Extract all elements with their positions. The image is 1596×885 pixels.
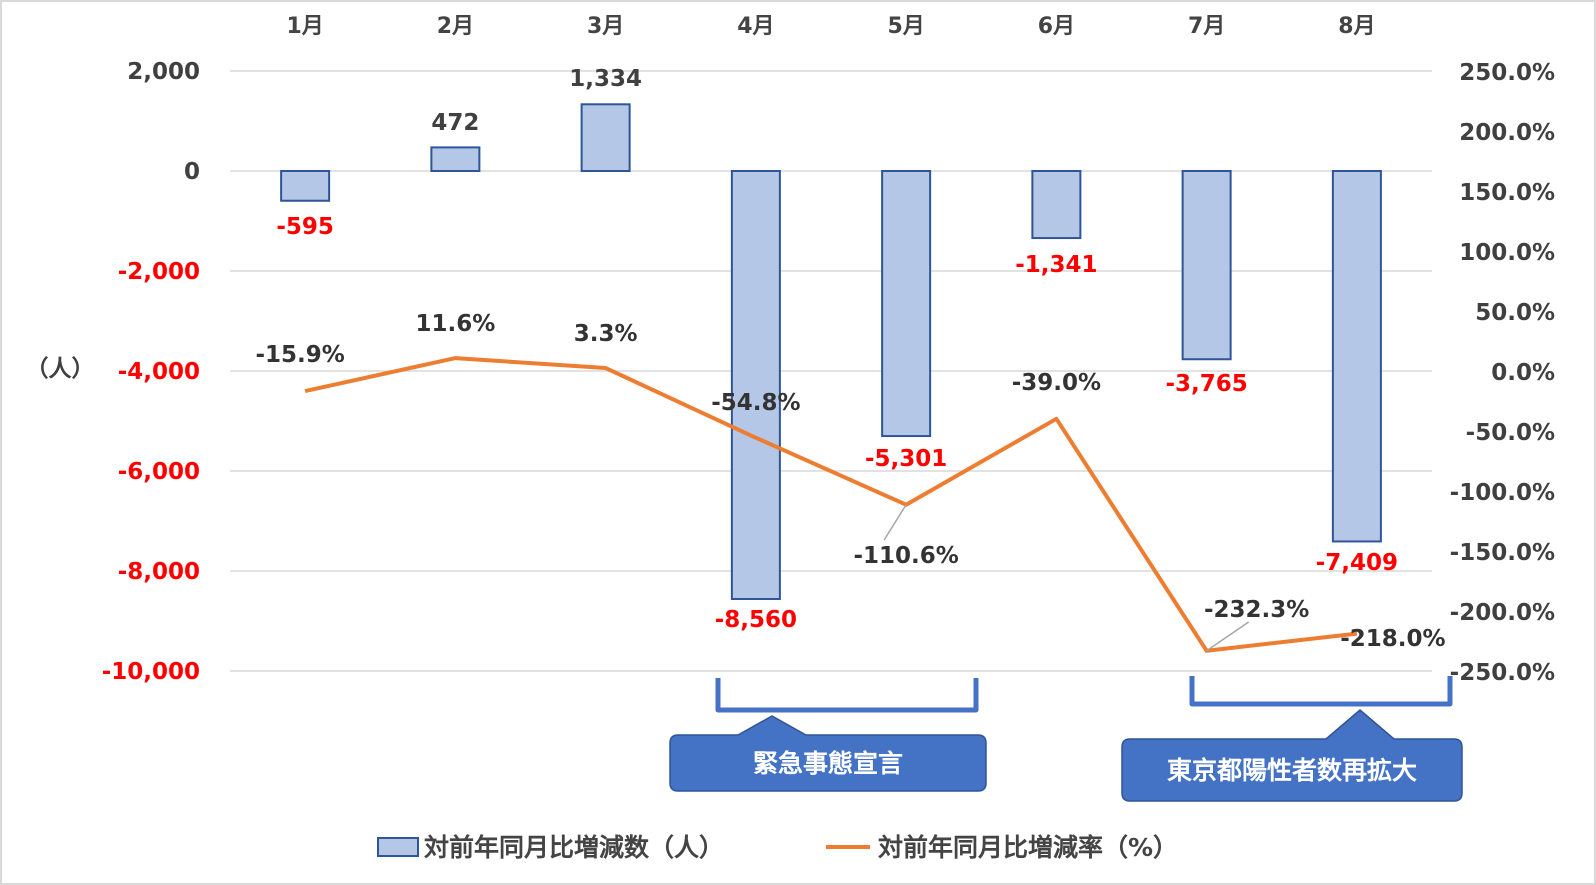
right-tick-label: -50.0%	[1466, 420, 1555, 446]
right-tick-label: 100.0%	[1459, 240, 1555, 266]
leader-line	[883, 504, 907, 541]
bar-data-label: -7,409	[1316, 550, 1398, 576]
bar	[1181, 170, 1232, 361]
bar	[881, 170, 932, 438]
line-path	[304, 356, 1358, 653]
right-tick-label: -150.0%	[1450, 540, 1555, 566]
bar-data-label: -595	[276, 214, 334, 240]
left-axis-ticks: 2,000 0 -2,000 -4,000 -6,000 -8,000 -10,000	[102, 59, 200, 685]
annotation-bracket	[715, 678, 979, 713]
annotation-text: 東京都陽性者数再拡大	[1167, 756, 1417, 785]
bar-data-label: 1,334	[569, 66, 642, 92]
left-tick-label: -8,000	[118, 559, 200, 585]
line-data-label: -110.6%	[853, 543, 958, 569]
category-label: 7月	[1188, 14, 1225, 39]
bar-data-label: 472	[431, 110, 479, 136]
left-tick-label: -6,000	[118, 459, 200, 485]
annotation-callout	[669, 715, 987, 792]
legend-label-line: 対前年同月比増減率（%）	[878, 833, 1178, 862]
bar	[430, 146, 481, 172]
line-data-label: -232.3%	[1204, 597, 1309, 623]
bar	[580, 103, 631, 172]
annotation-callout	[1121, 709, 1463, 802]
left-tick-label: -2,000	[118, 259, 200, 285]
legend-swatch-bars	[377, 837, 419, 857]
left-tick-label: -10,000	[102, 659, 200, 685]
bar	[730, 170, 781, 600]
annotations: 緊急事態宣言 東京都陽性者数再拡大	[669, 676, 1463, 802]
line-data-labels: -15.9% 11.6% 3.3% -54.8% -110.6% -39.0% -232.3…	[255, 311, 1445, 652]
annotation-bracket	[1189, 676, 1453, 707]
right-tick-label: 150.0%	[1459, 180, 1555, 206]
bar-data-label: -5,301	[865, 446, 947, 472]
bar-data-labels: -595 472 1,334 -8,560 -5,301 -1,341 -3,765 -7,4…	[276, 66, 1398, 633]
line-data-label: -218.0%	[1340, 626, 1445, 652]
category-label: 4月	[737, 14, 774, 39]
category-label: 6月	[1038, 14, 1075, 39]
right-axis-ticks: 250.0% 200.0% 150.0% 100.0% 50.0% 0.0% -50.0% -…	[1450, 60, 1555, 686]
category-label: 3月	[587, 14, 624, 39]
right-tick-label: 200.0%	[1459, 120, 1555, 146]
line-data-label: -39.0%	[1012, 370, 1101, 396]
line-data-label: 11.6%	[415, 311, 495, 337]
right-tick-label: 250.0%	[1459, 60, 1555, 86]
bar	[1031, 170, 1082, 240]
category-label: 2月	[437, 14, 474, 39]
right-tick-label: -100.0%	[1450, 480, 1555, 506]
right-tick-label: -200.0%	[1450, 600, 1555, 626]
left-tick-label: 0	[184, 159, 200, 185]
right-tick-label: -250.0%	[1450, 660, 1555, 686]
left-tick-label: -4,000	[118, 359, 200, 385]
leader-line	[1206, 621, 1250, 652]
line-data-label: 3.3%	[574, 321, 638, 347]
bar-data-label: -1,341	[1015, 252, 1097, 278]
bar-series	[280, 103, 1382, 600]
category-label: 5月	[887, 14, 924, 39]
line-data-label: -15.9%	[255, 342, 344, 368]
bar-data-label: -3,765	[1165, 371, 1247, 397]
left-tick-label: 2,000	[127, 59, 200, 85]
annotation-text: 緊急事態宣言	[753, 749, 903, 778]
bar	[1331, 170, 1382, 543]
bar	[280, 170, 331, 202]
category-labels: 1月 2月 3月 4月 5月 6月 7月 8月	[286, 14, 1375, 39]
right-tick-label: 50.0%	[1475, 300, 1555, 326]
legend: 対前年同月比増減数（人） 対前年同月比増減率（%）	[377, 833, 1178, 862]
bar-data-label: -8,560	[715, 607, 797, 633]
legend-label-bars: 対前年同月比増減数（人）	[424, 833, 724, 862]
right-tick-label: 0.0%	[1491, 360, 1555, 386]
line-data-label: -54.8%	[711, 390, 800, 416]
category-label: 8月	[1338, 14, 1375, 39]
category-label: 1月	[286, 14, 323, 39]
left-axis-title: （人）	[26, 355, 95, 382]
